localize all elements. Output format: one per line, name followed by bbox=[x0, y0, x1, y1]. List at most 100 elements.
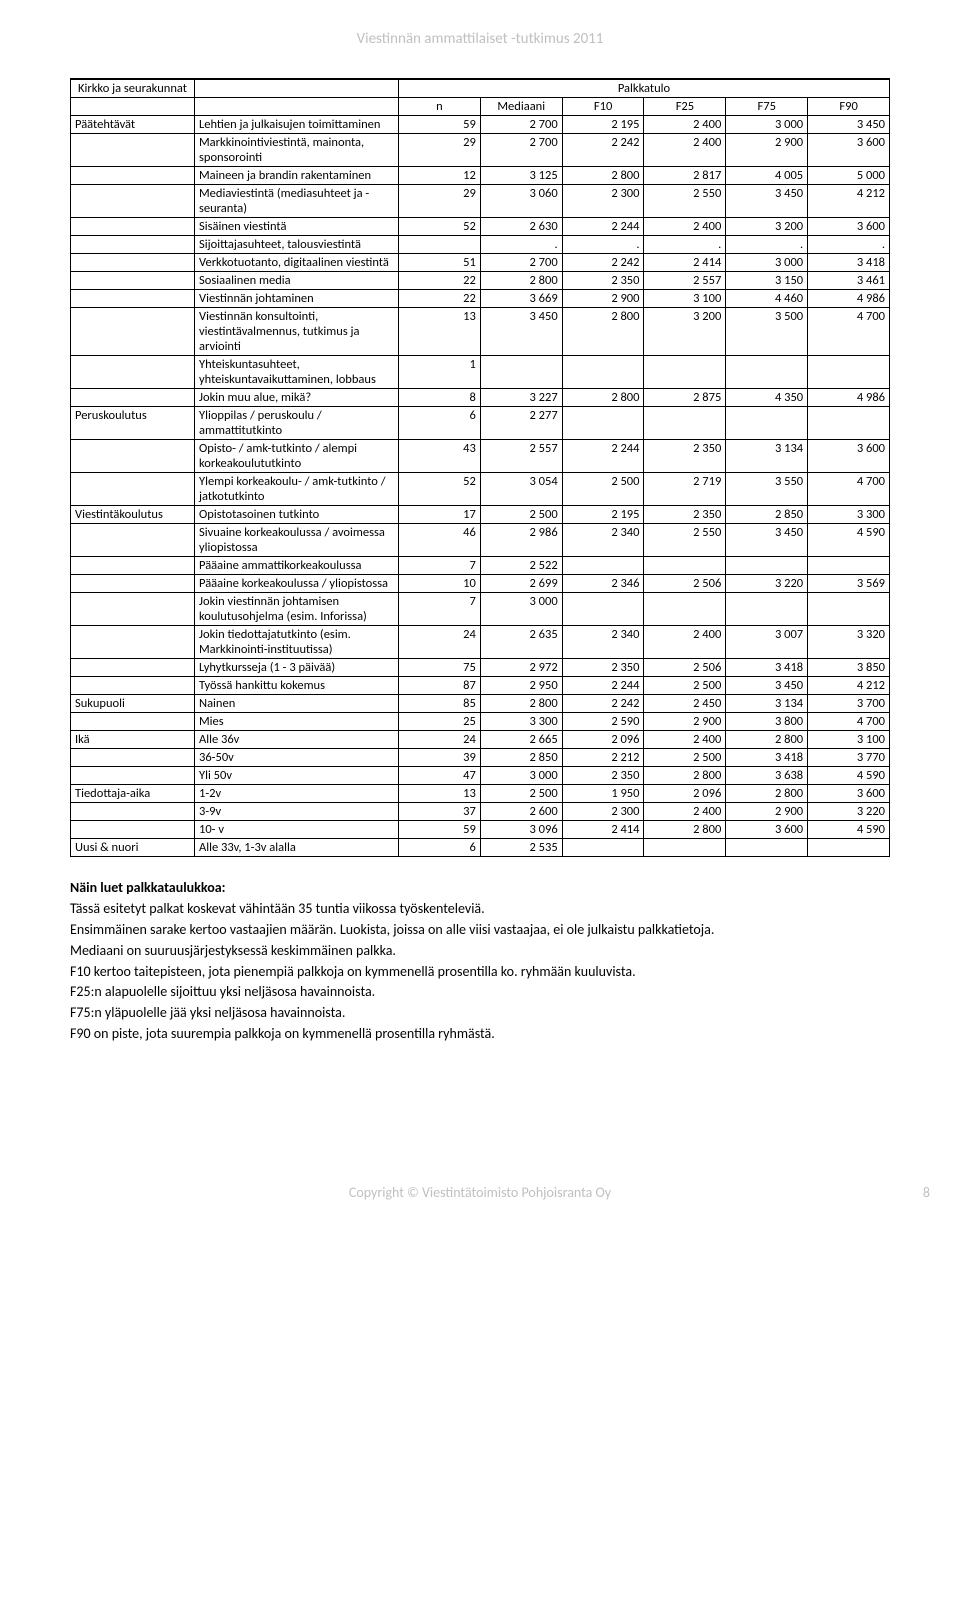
cell-subcategory: 10- v bbox=[195, 821, 399, 839]
cell-value: 2 506 bbox=[644, 659, 726, 677]
th2-cat bbox=[71, 98, 195, 116]
cell-value: 3 800 bbox=[726, 713, 808, 731]
cell-value: 3 569 bbox=[808, 575, 890, 593]
table-row: PäätehtävätLehtien ja julkaisujen toimit… bbox=[71, 116, 890, 134]
cell-subcategory: Lehtien ja julkaisujen toimittaminen bbox=[195, 116, 399, 134]
cell-value: 3 300 bbox=[808, 506, 890, 524]
cell-category bbox=[71, 659, 195, 677]
cell-value: 8 bbox=[399, 389, 481, 407]
cell-value: 3 007 bbox=[726, 626, 808, 659]
cell-value: 3 000 bbox=[726, 116, 808, 134]
cell-value: 2 500 bbox=[644, 749, 726, 767]
table-row: SukupuoliNainen852 8002 2422 4503 1343 7… bbox=[71, 695, 890, 713]
cell-subcategory: Jokin muu alue, mikä? bbox=[195, 389, 399, 407]
cell-value: 2 242 bbox=[562, 134, 644, 167]
cell-value: . bbox=[808, 236, 890, 254]
cell-category bbox=[71, 389, 195, 407]
cell-value: 4 590 bbox=[808, 524, 890, 557]
cell-value: 3 134 bbox=[726, 695, 808, 713]
table-row: Sisäinen viestintä522 6302 2442 4003 200… bbox=[71, 218, 890, 236]
cell-value: 4 986 bbox=[808, 389, 890, 407]
cell-value: 2 900 bbox=[726, 134, 808, 167]
cell-value: 2 700 bbox=[480, 134, 562, 167]
cell-value: 4 350 bbox=[726, 389, 808, 407]
table-row: ViestintäkoulutusOpistotasoinen tutkinto… bbox=[71, 506, 890, 524]
cell-value bbox=[480, 356, 562, 389]
cell-category: Tiedottaja-aika bbox=[71, 785, 195, 803]
cell-subcategory: 3-9v bbox=[195, 803, 399, 821]
cell-value bbox=[808, 557, 890, 575]
cell-value: 2 244 bbox=[562, 218, 644, 236]
cell-value: 3 638 bbox=[726, 767, 808, 785]
cell-value: 2 350 bbox=[562, 272, 644, 290]
cell-category bbox=[71, 803, 195, 821]
cell-value: 2 340 bbox=[562, 626, 644, 659]
th-blank-cat: Kirkko ja seurakunnat bbox=[71, 80, 195, 98]
cell-value: 2 242 bbox=[562, 254, 644, 272]
cell-value: 3 550 bbox=[726, 473, 808, 506]
cell-category: Peruskoulutus bbox=[71, 407, 195, 440]
cell-value: 39 bbox=[399, 749, 481, 767]
th-f90: F90 bbox=[808, 98, 890, 116]
cell-subcategory: Jokin tiedottajatutkinto (esim. Markkino… bbox=[195, 626, 399, 659]
cell-value: 3 450 bbox=[726, 185, 808, 218]
cell-value: 2 700 bbox=[480, 116, 562, 134]
cell-value: 12 bbox=[399, 167, 481, 185]
cell-value: 2 972 bbox=[480, 659, 562, 677]
cell-value bbox=[562, 839, 644, 857]
cell-subcategory: Ylempi korkeakoulu- / amk-tutkinto / jat… bbox=[195, 473, 399, 506]
cell-category bbox=[71, 821, 195, 839]
cell-value: 3 300 bbox=[480, 713, 562, 731]
cell-value bbox=[726, 557, 808, 575]
cell-value: 2 900 bbox=[644, 713, 726, 731]
cell-value: 2 986 bbox=[480, 524, 562, 557]
cell-category bbox=[71, 272, 195, 290]
cell-value: 3 600 bbox=[808, 218, 890, 236]
th-blank-sub bbox=[195, 80, 399, 98]
cell-value bbox=[562, 557, 644, 575]
cell-value bbox=[562, 407, 644, 440]
cell-category bbox=[71, 308, 195, 356]
cell-category bbox=[71, 356, 195, 389]
cell-value: 3 770 bbox=[808, 749, 890, 767]
cell-value: 4 700 bbox=[808, 713, 890, 731]
cell-value: 2 244 bbox=[562, 440, 644, 473]
cell-value: 2 800 bbox=[644, 767, 726, 785]
cell-value: 4 590 bbox=[808, 821, 890, 839]
cell-value bbox=[644, 593, 726, 626]
cell-value: 2 800 bbox=[562, 389, 644, 407]
cell-value: 2 400 bbox=[644, 218, 726, 236]
cell-value: 2 800 bbox=[726, 785, 808, 803]
cell-value: 2 875 bbox=[644, 389, 726, 407]
cell-value: 2 850 bbox=[726, 506, 808, 524]
cell-value: 2 277 bbox=[480, 407, 562, 440]
cell-category bbox=[71, 440, 195, 473]
table-row: Viestinnän konsultointi, viestintävalmen… bbox=[71, 308, 890, 356]
cell-subcategory: Maineen ja brandin rakentaminen bbox=[195, 167, 399, 185]
cell-value: 3 150 bbox=[726, 272, 808, 290]
cell-category bbox=[71, 254, 195, 272]
table-row: Uusi & nuoriAlle 33v, 1-3v alalla62 535 bbox=[71, 839, 890, 857]
cell-value: 4 700 bbox=[808, 308, 890, 356]
cell-category bbox=[71, 677, 195, 695]
cell-value bbox=[808, 407, 890, 440]
cell-value bbox=[399, 236, 481, 254]
cell-value: 2 350 bbox=[644, 506, 726, 524]
cell-subcategory: Viestinnän konsultointi, viestintävalmen… bbox=[195, 308, 399, 356]
cell-value bbox=[726, 839, 808, 857]
cell-value: 2 630 bbox=[480, 218, 562, 236]
cell-category bbox=[71, 713, 195, 731]
cell-value: 3 461 bbox=[808, 272, 890, 290]
cell-subcategory: Alle 36v bbox=[195, 731, 399, 749]
cell-value: 2 300 bbox=[562, 185, 644, 218]
cell-value bbox=[644, 839, 726, 857]
cell-value: 2 800 bbox=[726, 731, 808, 749]
cell-value: 47 bbox=[399, 767, 481, 785]
cell-value: 2 800 bbox=[480, 272, 562, 290]
cell-value: 2 800 bbox=[562, 308, 644, 356]
table-row: Lyhytkursseja (1 - 3 päivää)752 9722 350… bbox=[71, 659, 890, 677]
cell-category bbox=[71, 218, 195, 236]
table-row: Mies253 3002 5902 9003 8004 700 bbox=[71, 713, 890, 731]
cell-category bbox=[71, 575, 195, 593]
cell-subcategory: Sosiaalinen media bbox=[195, 272, 399, 290]
